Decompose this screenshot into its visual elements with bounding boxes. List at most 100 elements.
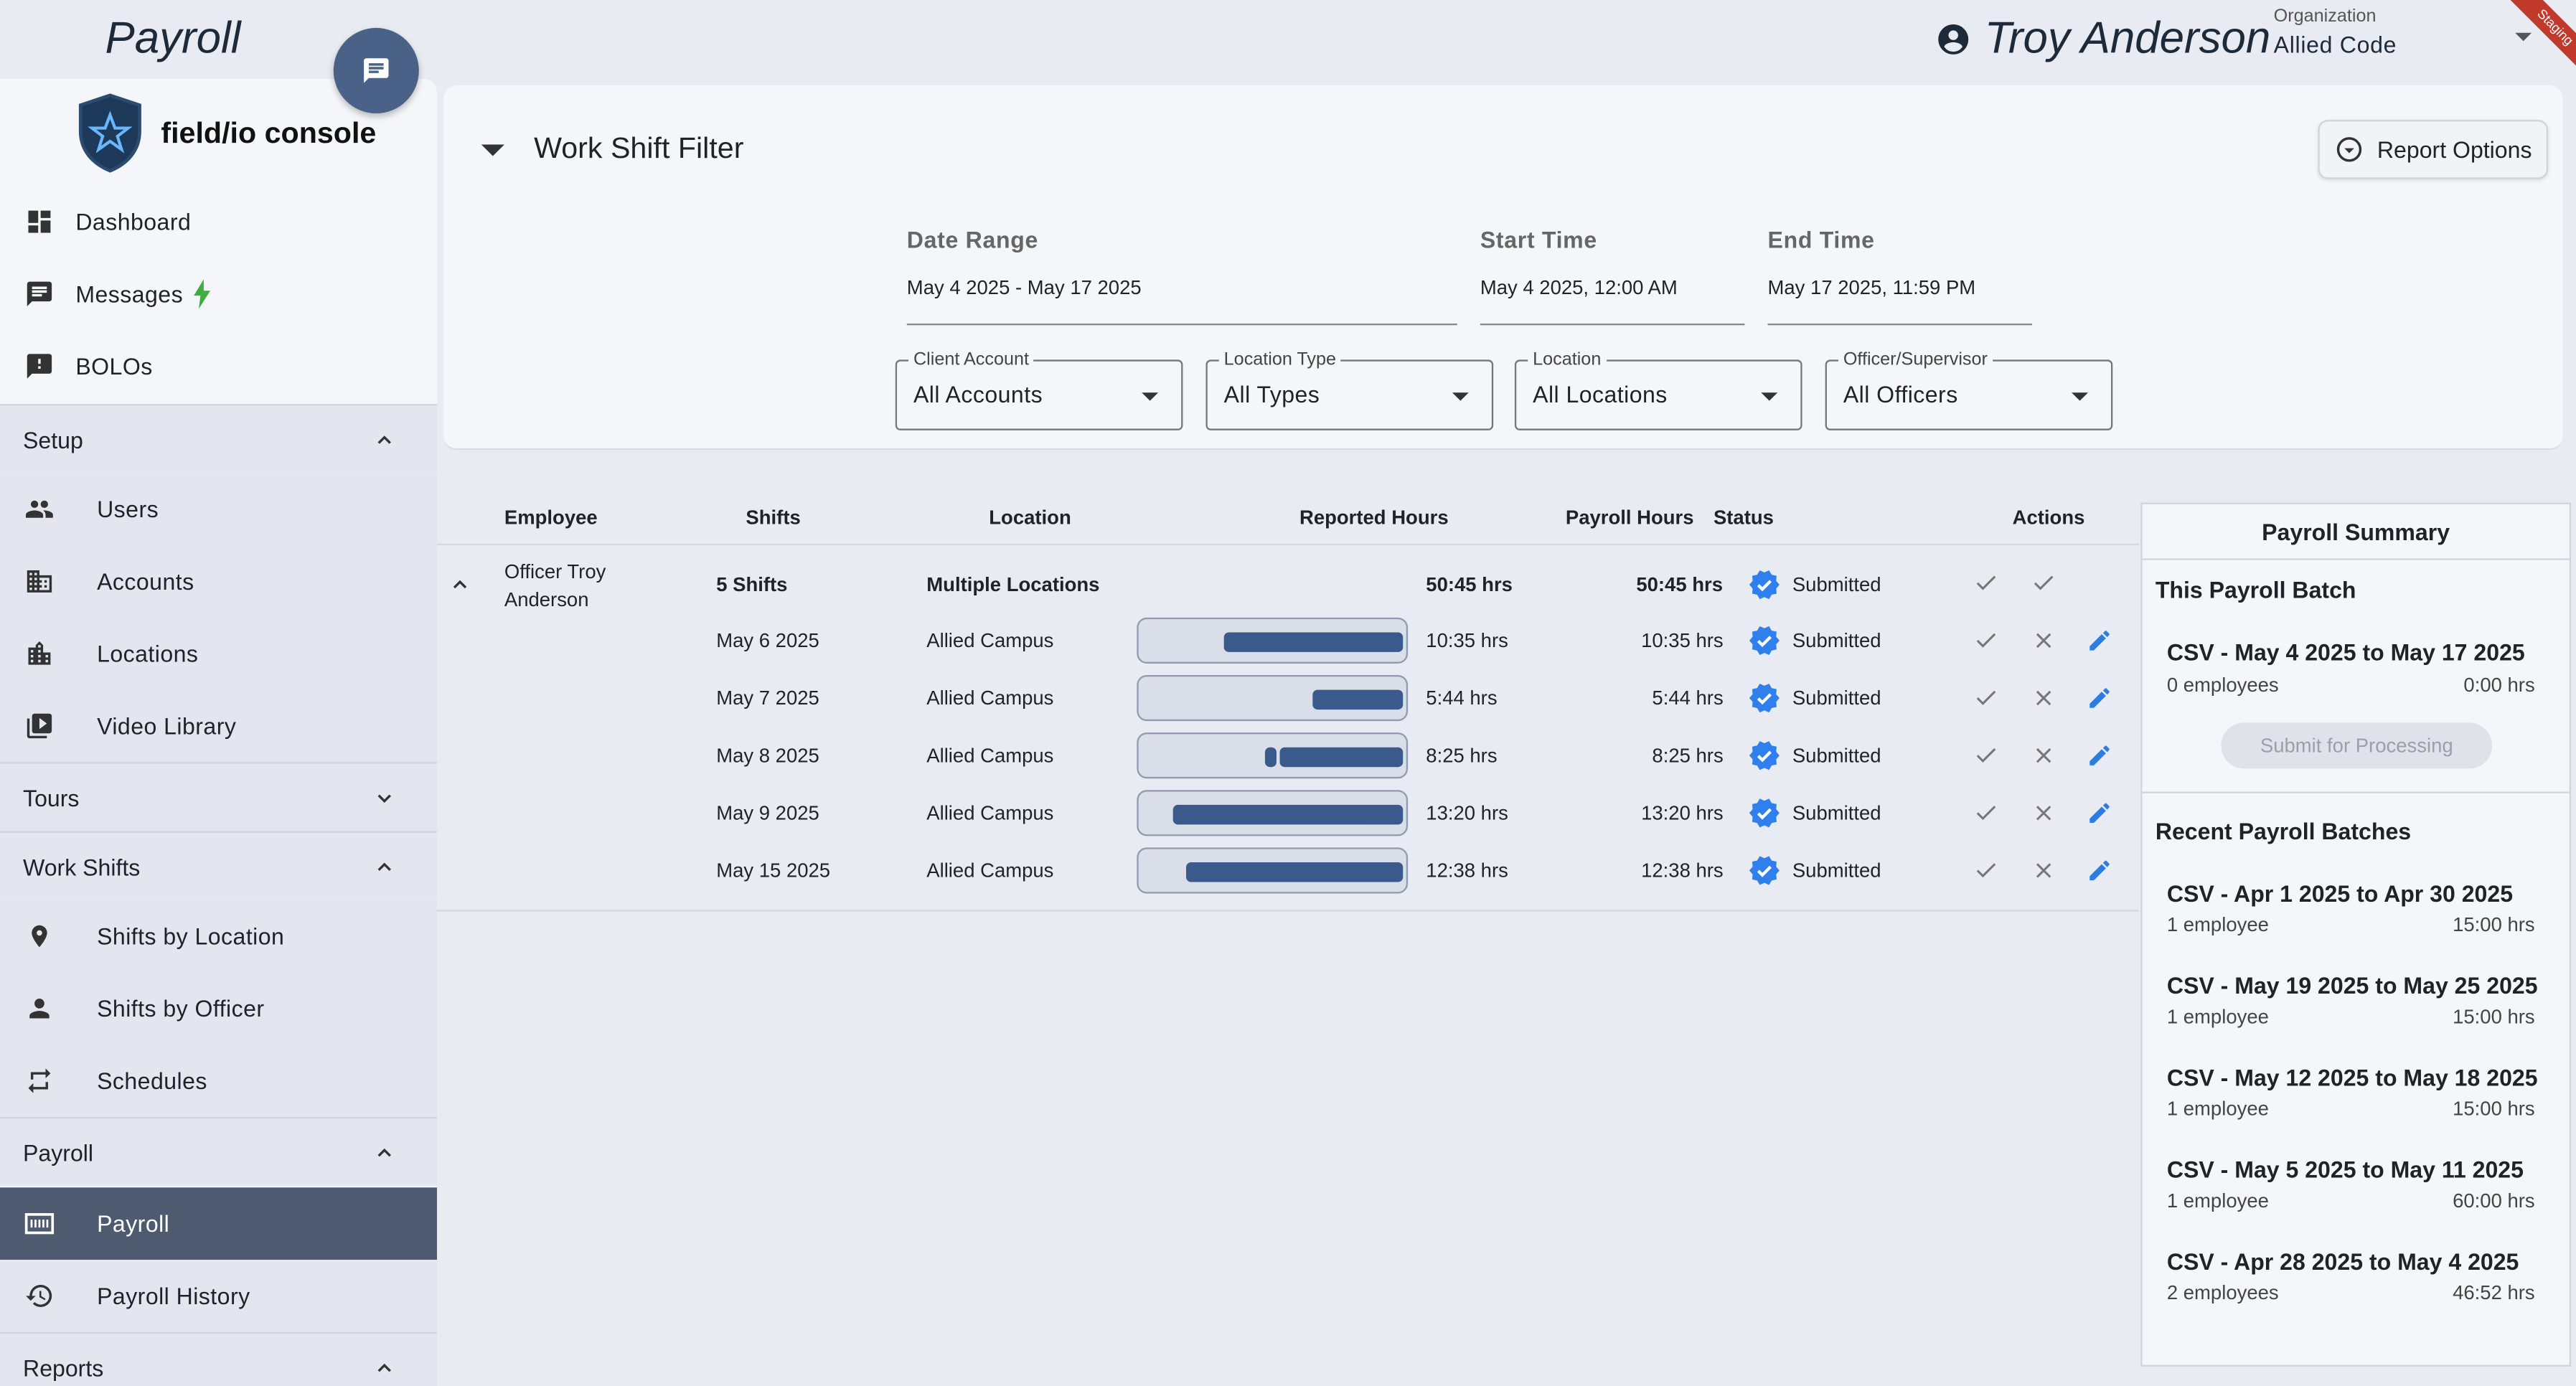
collapse-row-icon[interactable] <box>448 573 471 596</box>
organization-select[interactable]: Organization Allied Code <box>2274 6 2397 57</box>
approve-check-icon[interactable] <box>1973 628 2000 654</box>
sidebar-item-accounts[interactable]: Accounts <box>0 545 437 618</box>
section-payroll[interactable]: Payroll <box>0 1116 438 1187</box>
chevron-down-icon[interactable] <box>2515 32 2532 42</box>
submit-for-processing-button[interactable]: Submit for Processing <box>2221 722 2493 769</box>
verified-badge-icon <box>1749 798 1780 828</box>
location-select[interactable]: Location All Locations <box>1514 349 1802 430</box>
status-label: Submitted <box>1792 859 1881 882</box>
recent-batches-heading: Recent Payroll Batches <box>2155 818 2412 844</box>
reject-x-icon[interactable] <box>2031 857 2057 884</box>
sidebar-item-messages[interactable]: Messages <box>0 258 437 330</box>
column-header-reported-hours[interactable]: Reported Hours <box>1299 506 1449 529</box>
section-work-shifts[interactable]: Work Shifts <box>0 831 438 900</box>
sidebar-item-payroll-history[interactable]: Payroll History <box>0 1260 437 1332</box>
chat-button[interactable] <box>333 27 419 113</box>
shift-count: 5 Shifts <box>716 573 788 597</box>
shift-timeline-bar <box>1137 847 1409 894</box>
work-shifts-submenu <box>0 900 438 1117</box>
collapse-filter-icon[interactable] <box>481 144 504 156</box>
client-account-select[interactable]: Client Account All Accounts <box>895 349 1183 430</box>
shift-timeline-bar <box>1137 790 1409 836</box>
reject-x-icon[interactable] <box>2031 742 2057 769</box>
lightning-bolt-icon <box>194 279 211 309</box>
officer-supervisor-select[interactable]: Officer/Supervisor All Officers <box>1825 349 2113 430</box>
end-time-field[interactable]: End Time May 17 2025, 11:59 PM <box>1767 227 2033 326</box>
recent-batch-title[interactable]: CSV - May 5 2025 to May 11 2025 <box>2166 1156 2524 1183</box>
shift-date: May 8 2025 <box>716 744 819 768</box>
section-setup[interactable]: Setup <box>0 404 438 473</box>
recent-batch-title[interactable]: CSV - May 19 2025 to May 25 2025 <box>2166 972 2538 999</box>
sidebar-item-shifts-by-officer[interactable]: Shifts by Officer <box>0 972 437 1045</box>
approve-check-icon[interactable] <box>1973 800 2000 826</box>
brand-name: field/io console <box>161 116 377 149</box>
shift-status: Submitted <box>1748 739 1881 772</box>
sidebar-item-schedules[interactable]: Schedules <box>0 1045 437 1117</box>
sidebar-item-shifts-by-location[interactable]: Shifts by Location <box>0 900 437 973</box>
shift-status: Submitted <box>1748 682 1881 715</box>
edit-pencil-icon[interactable] <box>2087 685 2113 712</box>
history-icon <box>23 1280 56 1313</box>
edit-pencil-icon[interactable] <box>2087 742 2113 769</box>
section-tours[interactable]: Tours <box>0 762 438 831</box>
shift-location[interactable]: Allied Campus <box>926 744 1054 768</box>
reject-x-icon[interactable] <box>2031 685 2057 712</box>
shift-location[interactable]: Allied Campus <box>926 687 1054 710</box>
payroll-hours: 10:35 hrs <box>1641 628 1724 652</box>
date-range-field[interactable]: Date Range May 4 2025 - May 17 2025 <box>906 227 1457 326</box>
shift-status: Submitted <box>1748 796 1881 829</box>
start-time-field[interactable]: Start Time May 4 2025, 12:00 AM <box>1480 227 1745 326</box>
alert-message-icon <box>23 350 56 383</box>
sidebar-item-label: Messages <box>75 280 184 308</box>
column-header-status[interactable]: Status <box>1713 506 1774 529</box>
approve-check-icon[interactable] <box>1973 685 2000 712</box>
chevron-up-icon <box>377 862 391 872</box>
recent-batch-title[interactable]: CSV - Apr 1 2025 to Apr 30 2025 <box>2166 880 2514 907</box>
sidebar-item-dashboard[interactable]: Dashboard <box>0 186 437 258</box>
section-reports[interactable]: Reports <box>0 1331 438 1386</box>
user-menu[interactable]: Troy Anderson <box>1935 13 2270 64</box>
sidebar-item-locations[interactable]: Locations <box>0 618 437 690</box>
shift-location[interactable]: Allied Campus <box>926 628 1054 652</box>
location-type-select[interactable]: Location Type All Types <box>1205 349 1494 430</box>
sidebar-item-label: Dashboard <box>75 208 192 235</box>
shift-location[interactable]: Allied Campus <box>926 859 1054 882</box>
approve-all-double-check-icon[interactable] <box>2031 570 2057 596</box>
reported-hours: 8:25 hrs <box>1426 744 1498 768</box>
column-header-employee[interactable]: Employee <box>504 506 598 529</box>
payroll-icon <box>23 1207 56 1240</box>
edit-pencil-icon[interactable] <box>2087 800 2113 826</box>
payroll-hours: 12:38 hrs <box>1641 859 1724 882</box>
approve-check-icon[interactable] <box>1973 857 2000 884</box>
column-header-location[interactable]: Location <box>989 506 1071 529</box>
sidebar-item-video-library[interactable]: Video Library <box>0 690 437 763</box>
shift-timeline-fill <box>1172 804 1404 825</box>
shift-date: May 7 2025 <box>716 687 819 710</box>
reject-x-icon[interactable] <box>2031 800 2057 826</box>
edit-pencil-icon[interactable] <box>2087 857 2113 884</box>
report-options-button[interactable]: Report Options <box>2318 120 2549 179</box>
recent-batch-title[interactable]: CSV - May 12 2025 to May 18 2025 <box>2166 1064 2538 1091</box>
employee-name[interactable]: Officer Troy Anderson <box>504 558 606 614</box>
recent-batch-employees: 1 employee <box>2166 1189 2269 1212</box>
sidebar-item-payroll[interactable]: Payroll <box>0 1187 438 1260</box>
approve-check-icon[interactable] <box>1973 742 2000 769</box>
column-header-payroll-hours[interactable]: Payroll Hours <box>1565 506 1694 529</box>
shift-date: May 6 2025 <box>716 628 819 652</box>
person-icon <box>23 992 56 1025</box>
recent-batch-title[interactable]: CSV - Apr 28 2025 to May 4 2025 <box>2166 1248 2519 1275</box>
sidebar-item-users[interactable]: Users <box>0 473 437 545</box>
brand[interactable]: field/io console <box>75 92 376 174</box>
shift-location[interactable]: Allied Campus <box>926 801 1054 825</box>
recent-batch-hours: 15:00 hrs <box>2453 913 2535 937</box>
column-header-shifts[interactable]: Shifts <box>746 506 801 529</box>
edit-pencil-icon[interactable] <box>2087 628 2113 654</box>
approve-all-check-icon[interactable] <box>1973 570 2000 596</box>
sidebar-item-bolos[interactable]: BOLOs <box>0 330 437 402</box>
payroll-hours: 13:20 hrs <box>1641 801 1724 825</box>
summary-payroll-hours: 50:45 hrs <box>1636 573 1724 597</box>
reported-hours: 5:44 hrs <box>1426 687 1498 710</box>
start-time-value: May 4 2025, 12:00 AM <box>1480 275 1678 299</box>
reject-x-icon[interactable] <box>2031 628 2057 654</box>
dropdown-arrow-icon <box>1142 392 1159 401</box>
